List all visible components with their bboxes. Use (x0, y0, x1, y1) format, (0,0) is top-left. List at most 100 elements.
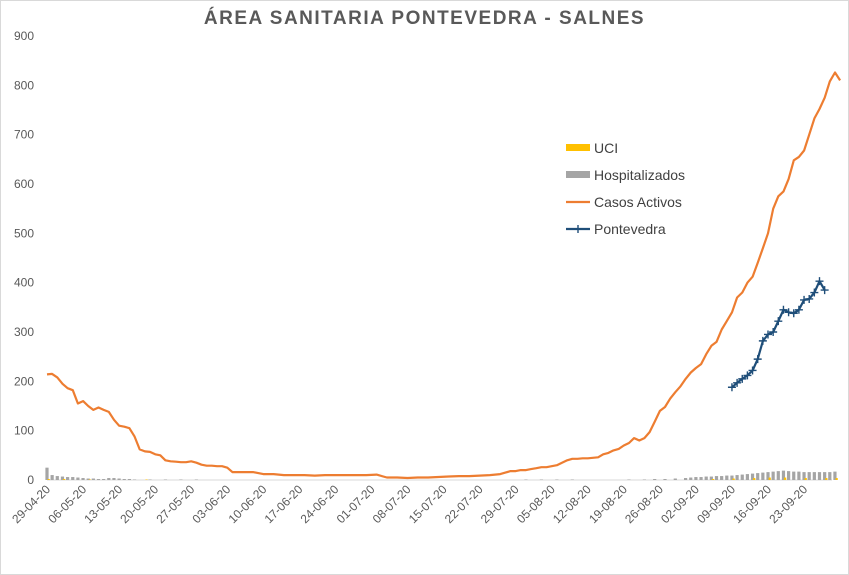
x-tick-label: 13-05-20 (81, 482, 125, 526)
hospitalizados-bar (96, 479, 101, 480)
uci-bar (804, 478, 807, 480)
uci-bar (47, 479, 50, 480)
pontevedra-point (738, 374, 747, 383)
pontevedra-point (753, 355, 762, 364)
pontevedra-point (743, 371, 752, 380)
hospitalizados-bar (735, 475, 739, 480)
uci-bar (753, 478, 756, 480)
y-tick-label: 100 (14, 424, 34, 438)
x-tick-label: 22-07-20 (442, 482, 486, 526)
hospitalizados-bar (730, 475, 734, 480)
uci-bar (825, 478, 828, 480)
chart-title: ÁREA SANITARIA PONTEVEDRA - SALNES (203, 8, 646, 29)
pontevedra-point (779, 305, 788, 314)
hospitalizados-bar (725, 475, 729, 480)
hospitalizados-bar (689, 477, 693, 480)
hospitalizados-bar (817, 472, 822, 480)
pontevedra-point (769, 328, 778, 336)
y-tick-label: 400 (14, 276, 34, 290)
hospitalizados-bar (828, 472, 832, 480)
hospitalizados-bar (802, 472, 806, 480)
x-tick-label: 15-07-20 (406, 482, 450, 526)
hospitalizados-bar (673, 478, 677, 480)
legend-swatch-hospitalizados (566, 171, 590, 178)
hospitalizados-bar (86, 478, 90, 480)
hospitalizados-bar (761, 472, 765, 480)
hospitalizados-bar (102, 479, 106, 480)
hospitalizados-bar (50, 475, 54, 480)
pontevedra-point (815, 277, 824, 286)
hospitalizados-bar (740, 474, 744, 480)
hospitalizados-bar (823, 472, 827, 480)
bar-series (45, 467, 838, 480)
hospitalizados-bar (699, 477, 703, 480)
x-tick-label: 03-06-20 (189, 482, 233, 526)
pontevedra-point (794, 305, 803, 314)
hospitalizados-bar (704, 476, 708, 480)
x-tick-label: 17-06-20 (262, 482, 306, 526)
x-tick-label: 01-07-20 (334, 482, 378, 526)
x-tick-label: 29-04-20 (9, 482, 53, 526)
uci-bar (784, 477, 787, 480)
x-tick-label: 06-05-20 (45, 482, 89, 526)
hospitalizados-bar (71, 477, 75, 480)
x-tick-label: 10-06-20 (226, 482, 270, 526)
x-tick-label: 05-08-20 (514, 482, 558, 526)
pontevedra-point (800, 295, 809, 304)
hospitalizados-bar (807, 472, 811, 480)
x-tick-label: 16-09-20 (730, 482, 774, 526)
hospitalizados-bar (787, 471, 791, 480)
legend-label: Casos Activos (594, 194, 682, 210)
hospitalizados-bar (792, 471, 796, 480)
x-tick-label: 02-09-20 (658, 482, 702, 526)
legend-marker-pontevedra (574, 225, 582, 233)
uci-bar (63, 479, 66, 480)
hospitalizados-bar (714, 476, 719, 480)
y-tick-label: 500 (14, 226, 34, 240)
y-tick-label: 200 (14, 374, 34, 388)
hospitalizados-bar (60, 476, 65, 480)
pontevedra-point (774, 317, 783, 326)
hospitalizados-bar (81, 478, 85, 480)
hospitalizados-bar (117, 478, 121, 480)
y-tick-label: 800 (14, 78, 34, 92)
uci-bar (732, 478, 735, 480)
hospitalizados-bar (694, 477, 698, 480)
hospitalizados-bar (55, 476, 59, 480)
hospitalizados-bar (66, 477, 70, 480)
x-tick-label: 09-09-20 (694, 482, 738, 526)
hospitalizados-bar (812, 472, 816, 480)
uci-bar (835, 478, 838, 480)
legend: UCI Hospitalizados Casos Activos Pontevedra (566, 140, 685, 237)
pontevedra-point (748, 366, 757, 375)
axes: 0 100 200 300 400 500 600 700 800 900 29-04-2006-0… (9, 29, 832, 526)
hospitalizados-bar (766, 472, 770, 480)
pontevedra-point (789, 309, 798, 318)
x-tick-label: 24-06-20 (298, 482, 342, 526)
hospitalizados-bar (122, 479, 126, 480)
pontevedra-point (764, 330, 772, 339)
y-tick-label: 600 (14, 177, 34, 191)
x-tick-label: 19-08-20 (586, 482, 630, 526)
x-tick-label: 23-09-20 (766, 482, 810, 526)
hospitalizados-bar (112, 478, 116, 480)
pontevedra-point (758, 336, 767, 345)
hospitalizados-bar (653, 479, 657, 480)
hospitalizados-bar (76, 477, 80, 480)
pontevedra-point (727, 383, 736, 392)
hospitalizados-bar (45, 467, 49, 480)
hospitalizados-bar (776, 471, 780, 480)
y-tick-label: 700 (14, 128, 34, 142)
pontevedra-point (810, 288, 819, 297)
uci-bar (711, 479, 715, 480)
hospitalizados-bar (781, 470, 786, 480)
hospitalizados-bar (771, 471, 775, 480)
pontevedra-point (805, 294, 814, 303)
hospitalizados-bar (750, 473, 755, 480)
pontevedra-line (731, 280, 826, 389)
hospitalizados-bar (127, 479, 131, 480)
hospitalizados-bar (91, 478, 95, 480)
legend-label: UCI (594, 140, 618, 156)
hospitalizados-bar (684, 478, 688, 480)
